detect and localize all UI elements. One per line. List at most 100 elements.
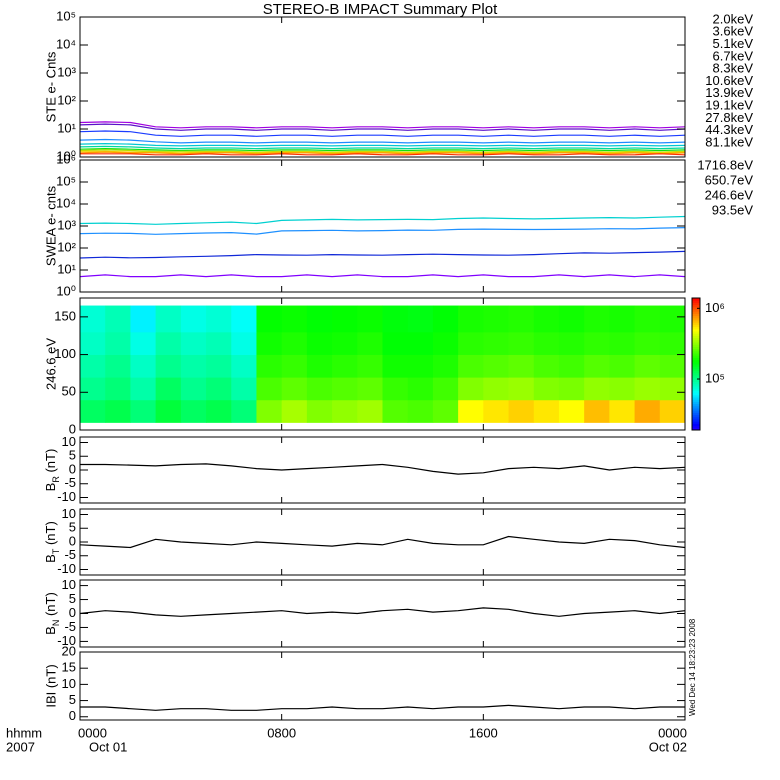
colorbar-segment [692,377,700,380]
y-tick-label: 0 [69,461,76,476]
colorbar-segment [692,353,700,356]
y-tick-label: -5 [64,547,76,562]
colorbar-segment [692,361,700,365]
colorbar-segment [692,311,700,314]
panel-frame [79,651,686,721]
colorbar-segment [692,298,700,301]
heatmap-cell [281,331,308,355]
y-tick-label: 10⁰ [56,148,76,163]
legend-label: 8.3keV [713,61,754,76]
heatmap-cell [130,331,157,355]
heatmap-cell [105,354,131,378]
heatmap-cell [206,305,232,333]
y-tick-label: 10¹ [57,120,76,135]
colorbar-tick-label: 10⁶ [705,300,725,315]
heatmap-cell [558,354,585,378]
heatmap-cell [634,377,661,401]
heatmap-cell [407,399,434,423]
y-tick-label: 10² [57,239,76,254]
heatmap-cell [105,331,131,355]
legend-label: 246.6eV [705,187,754,202]
heatmap-cell [105,399,131,423]
heatmap-cell [231,354,257,378]
colorbar-segment [692,416,700,420]
heatmap-cell [533,305,560,333]
heatmap-cell [155,331,182,355]
heatmap-cell [634,399,661,423]
legend-label: 5.1keV [713,36,754,51]
colorbar-segment [692,421,700,424]
y-tick-label: -5 [64,619,76,634]
heatmap-cell [508,354,535,378]
legend-label: 93.5eV [712,202,754,217]
heatmap-cell [306,377,333,401]
colorbar-segment [692,337,700,341]
colorbar-segment [692,390,700,394]
heatmap-cell [80,377,106,401]
series-line [79,274,686,278]
colorbar-segment [692,423,700,427]
heatmap-cell [105,377,131,401]
x-tick-label: 1600 [469,725,498,740]
heatmap-cell [558,305,585,333]
heatmap-cell [105,305,131,333]
series-line [80,153,686,156]
colorbar-segment [692,403,700,407]
heatmap-cell [407,331,434,355]
heatmap-cell [458,331,484,355]
series-line [79,151,686,155]
colorbar-segment [692,355,700,358]
heatmap-cell [634,331,661,355]
colorbar-segment [692,331,700,334]
y-tick-label: 0 [69,421,76,436]
x-date-label: Oct 01 [89,739,127,754]
y-axis-label-part: T [51,548,61,554]
heatmap-cell [306,331,333,355]
heatmap-cell [584,331,610,355]
colorbar-segment [692,427,700,431]
colorbar-segment [692,379,700,383]
heatmap-cell [382,331,409,355]
y-tick-label: -10 [57,561,76,576]
heatmap-cell [508,305,535,333]
heatmap-cell [256,305,283,333]
colorbar-segment [692,357,700,361]
heatmap-cell [634,354,661,378]
heatmap-cell [382,399,409,423]
heatmap-cell [206,377,232,401]
colorbar-segment [692,300,700,303]
colorbar-segment [692,412,700,416]
heatmap-cell [508,377,535,401]
y-tick-label: 10³ [57,64,76,79]
colorbar-segment [692,401,700,405]
y-tick-label: 10⁵ [56,173,76,188]
heatmap-cell [558,377,585,401]
colorbar-segment [692,348,700,352]
y-tick-label: 5 [69,591,76,606]
colorbar-segment [692,383,700,387]
colorbar-frame [691,297,701,431]
colorbar-segment [692,313,700,317]
x-date-label: Oct 02 [649,739,687,754]
y-tick-label: 150 [54,308,76,323]
y-tick-label: 10⁴ [56,36,76,51]
legend-label: 2.0keV [713,11,754,26]
colorbar-segment [692,344,700,347]
y-tick-label: 10⁵ [56,8,76,23]
heatmap-cell [634,305,661,333]
colorbar-segment [692,388,700,391]
series-line [79,250,686,259]
colorbar-segment [692,342,700,345]
heatmap-cell [533,377,560,401]
heatmap-cell [80,354,106,378]
heatmap-cell [155,354,182,378]
heatmap-cell [332,305,358,333]
heatmap-cell [659,377,686,401]
heatmap-cell [483,305,509,333]
timestamp: Wed Dec 14 18:23:23 2008 [688,618,697,716]
y-axis-label: BT (nT) [43,521,61,563]
y-tick-label: 10 [62,506,76,521]
legend-label: 650.7eV [705,172,754,187]
